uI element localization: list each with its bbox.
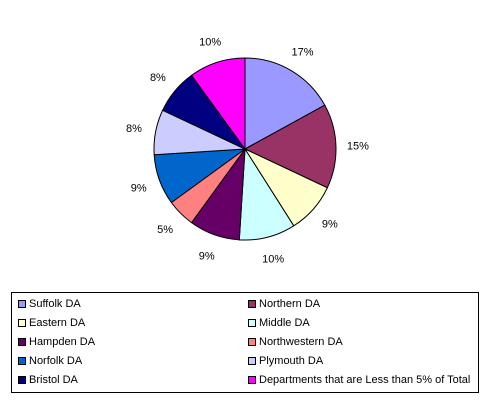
legend-label: Northern DA — [259, 298, 321, 310]
legend-item-9: Departments that are Less than 5% of Tot… — [248, 372, 470, 388]
legend-label: Eastern DA — [29, 317, 86, 329]
legend-swatch — [18, 338, 26, 346]
legend-swatch — [248, 319, 256, 327]
pie-labels: 17% 15% 9% 10% 9% 5% 9% 8% 8% 10% — [126, 37, 369, 266]
pie-slice-9 — [190, 57, 246, 151]
pie-chart: 17% 15% 9% 10% 9% 5% 9% 8% 8% 10% — [126, 37, 369, 266]
legend-label: Departments that are Less than 5% of Tot… — [259, 374, 471, 386]
legend-item-6: Norfolk DA — [18, 353, 82, 369]
pie-slice-label-3: 10% — [262, 253, 284, 265]
legend-item-1: Northern DA — [248, 296, 320, 312]
legend-swatch — [248, 376, 256, 384]
legend-swatch — [248, 357, 256, 365]
pie-slices — [153, 57, 337, 241]
legend-label: Suffolk DA — [29, 298, 81, 310]
pie-slice-label-9: 10% — [199, 37, 221, 49]
legend-item-2: Eastern DA — [18, 315, 85, 331]
legend-swatch — [18, 319, 26, 327]
legend-swatch — [18, 357, 26, 365]
legend-label: Norfolk DA — [29, 355, 83, 367]
pie-slice-label-4: 9% — [199, 250, 215, 262]
legend-swatch — [248, 338, 256, 346]
chart-legend: Suffolk DA Northern DA Eastern DA Middle DA… — [11, 292, 479, 393]
legend-item-8: Bristol DA — [18, 372, 78, 388]
pie-slice-0 — [244, 57, 326, 150]
legend-label: Northwestern DA — [259, 336, 343, 348]
pie-slice-label-8: 8% — [150, 72, 166, 84]
legend-label: Hampden DA — [29, 336, 96, 348]
legend-item-4: Hampden DA — [18, 334, 95, 350]
legend-label: Plymouth DA — [259, 355, 324, 367]
legend-label: Middle DA — [259, 317, 310, 329]
pie-slice-label-1: 15% — [347, 141, 369, 153]
legend-item-0: Suffolk DA — [18, 296, 81, 312]
legend-swatch — [248, 300, 256, 308]
pie-slice-label-6: 9% — [131, 182, 147, 194]
legend-swatch — [18, 300, 26, 308]
legend-item-5: Northwestern DA — [248, 334, 343, 350]
pie-slice-label-5: 5% — [157, 224, 173, 236]
pie-slice-1 — [243, 104, 337, 189]
pie-slice-label-0: 17% — [291, 47, 313, 59]
legend-swatch — [18, 376, 26, 384]
pie-slice-label-2: 9% — [322, 219, 338, 231]
legend-item-7: Plymouth DA — [248, 353, 323, 369]
pie-slice-label-7: 8% — [126, 123, 142, 135]
legend-label: Bristol DA — [29, 374, 78, 386]
legend-item-3: Middle DA — [248, 315, 310, 331]
